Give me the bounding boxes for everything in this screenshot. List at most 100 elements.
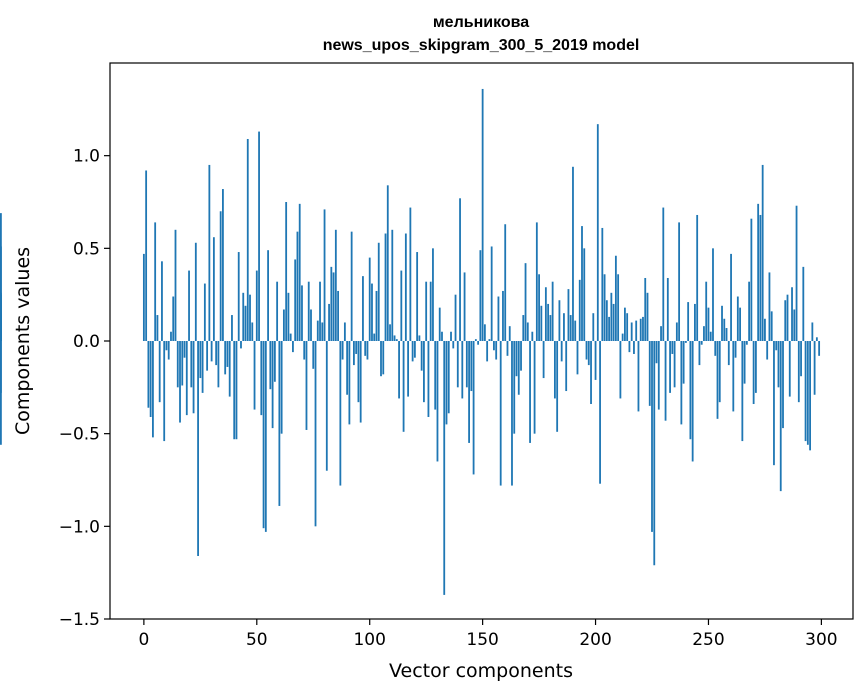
bar-component-37 (226, 341, 229, 367)
bar-component-176 (540, 305, 543, 341)
bar-component-153 (488, 339, 491, 341)
bar-component-184 (558, 300, 561, 341)
bar-component-2 (147, 341, 150, 408)
bar-component-40 (233, 341, 236, 440)
bar-component-undefined (0, 341, 2, 393)
bar-component-24 (197, 341, 199, 556)
bar-component-131 (438, 307, 441, 341)
bar-component-205 (605, 300, 608, 341)
bar-component-168 (522, 315, 525, 341)
bar-component-9 (163, 341, 166, 442)
bar-component-149 (479, 250, 482, 341)
bar-component-191 (574, 320, 577, 341)
bar-component-288 (793, 309, 796, 341)
bar-component-173 (533, 341, 536, 434)
bar-component-139 (456, 341, 459, 388)
bar-component-32 (215, 341, 218, 366)
bar-component-259 (727, 341, 730, 366)
chart-title-line-1: мельникова (433, 14, 529, 31)
bar-component-67 (294, 259, 297, 341)
bar-component-88 (341, 341, 344, 360)
bar-component-219 (637, 341, 640, 412)
bar-component-21 (190, 341, 193, 388)
bar-component-256 (721, 305, 723, 341)
bar-component-201 (596, 124, 599, 341)
bar-component-54 (264, 341, 267, 532)
bar-component-55 (267, 250, 269, 341)
bar-component-151 (483, 324, 486, 341)
bar-component-50 (255, 270, 258, 341)
bar-component-66 (292, 341, 294, 353)
bar-component-200 (594, 341, 597, 380)
bar-component-114 (400, 270, 403, 341)
bar-component-266 (743, 341, 746, 384)
bar-component-104 (377, 242, 380, 341)
bar-component-279 (773, 341, 775, 466)
x-axis-ticks: 0 50 100 150 200 250 300 (138, 619, 838, 650)
bar-component-203 (601, 227, 604, 341)
bar-component-174 (535, 222, 538, 341)
bar-component-194 (581, 226, 583, 341)
x-tick-label: 250 (692, 630, 724, 650)
bar-component-85 (334, 229, 337, 341)
bar-component-36 (224, 341, 227, 375)
bar-component-106 (382, 341, 385, 375)
bar-component-124 (423, 341, 425, 403)
bar-component-192 (576, 341, 579, 375)
bar-component-99 (366, 341, 369, 360)
bar-component-90 (346, 341, 349, 395)
bar-component-147 (474, 339, 477, 341)
bar-component-183 (556, 341, 559, 432)
bar-component-243 (691, 341, 694, 462)
bar-component-84 (332, 272, 335, 341)
x-tick-label: 100 (353, 630, 385, 650)
bar-component-209 (614, 255, 617, 341)
bar-component-110 (391, 229, 394, 341)
bar-component-122 (418, 335, 421, 341)
bar-component-178 (544, 287, 547, 341)
bar-component-136 (450, 331, 452, 341)
bar-component-172 (531, 331, 534, 341)
bar-component-68 (296, 231, 299, 341)
bar-component-163 (511, 341, 513, 486)
bar-component-3 (149, 341, 152, 417)
bar-component-199 (592, 313, 595, 341)
bar-component-285 (786, 294, 789, 341)
bar-component-101 (371, 283, 373, 341)
bar-component-196 (585, 341, 588, 360)
bar-component-15 (176, 341, 179, 388)
bar-component-222 (644, 277, 647, 341)
bar-component-258 (725, 328, 728, 341)
bar-component-211 (619, 341, 622, 399)
bar-component-252 (712, 248, 714, 341)
bar-component-298 (815, 337, 818, 341)
bar-component-240 (684, 341, 687, 343)
y-tick-label: −0.5 (59, 425, 100, 445)
bar-component-248 (703, 326, 705, 341)
bar-component-128 (432, 248, 434, 341)
bar-component-241 (687, 302, 690, 341)
bar-component-217 (633, 341, 635, 354)
bar-component-156 (495, 341, 498, 360)
bar-component-123 (420, 341, 423, 371)
bar-component-26 (201, 341, 204, 393)
bar-component-179 (547, 303, 550, 341)
bar-component-33 (217, 341, 220, 388)
bar-component-189 (569, 315, 572, 341)
bar-component-74 (310, 309, 312, 341)
bar-component-286 (788, 341, 791, 397)
bar-component-289 (795, 205, 798, 341)
bar-component-246 (698, 341, 701, 366)
bar-component-53 (262, 341, 265, 529)
bar-component-262 (734, 341, 737, 358)
y-axis-ticks: −1.5 −1.0 −0.5 0.0 0.5 1.0 (59, 147, 110, 630)
bar-component-230 (662, 207, 665, 341)
bar-component-148 (477, 341, 480, 345)
bar-component-129 (434, 341, 437, 410)
bar-component-49 (253, 341, 256, 410)
bar-component-263 (736, 296, 739, 341)
bar-component-284 (784, 300, 787, 341)
